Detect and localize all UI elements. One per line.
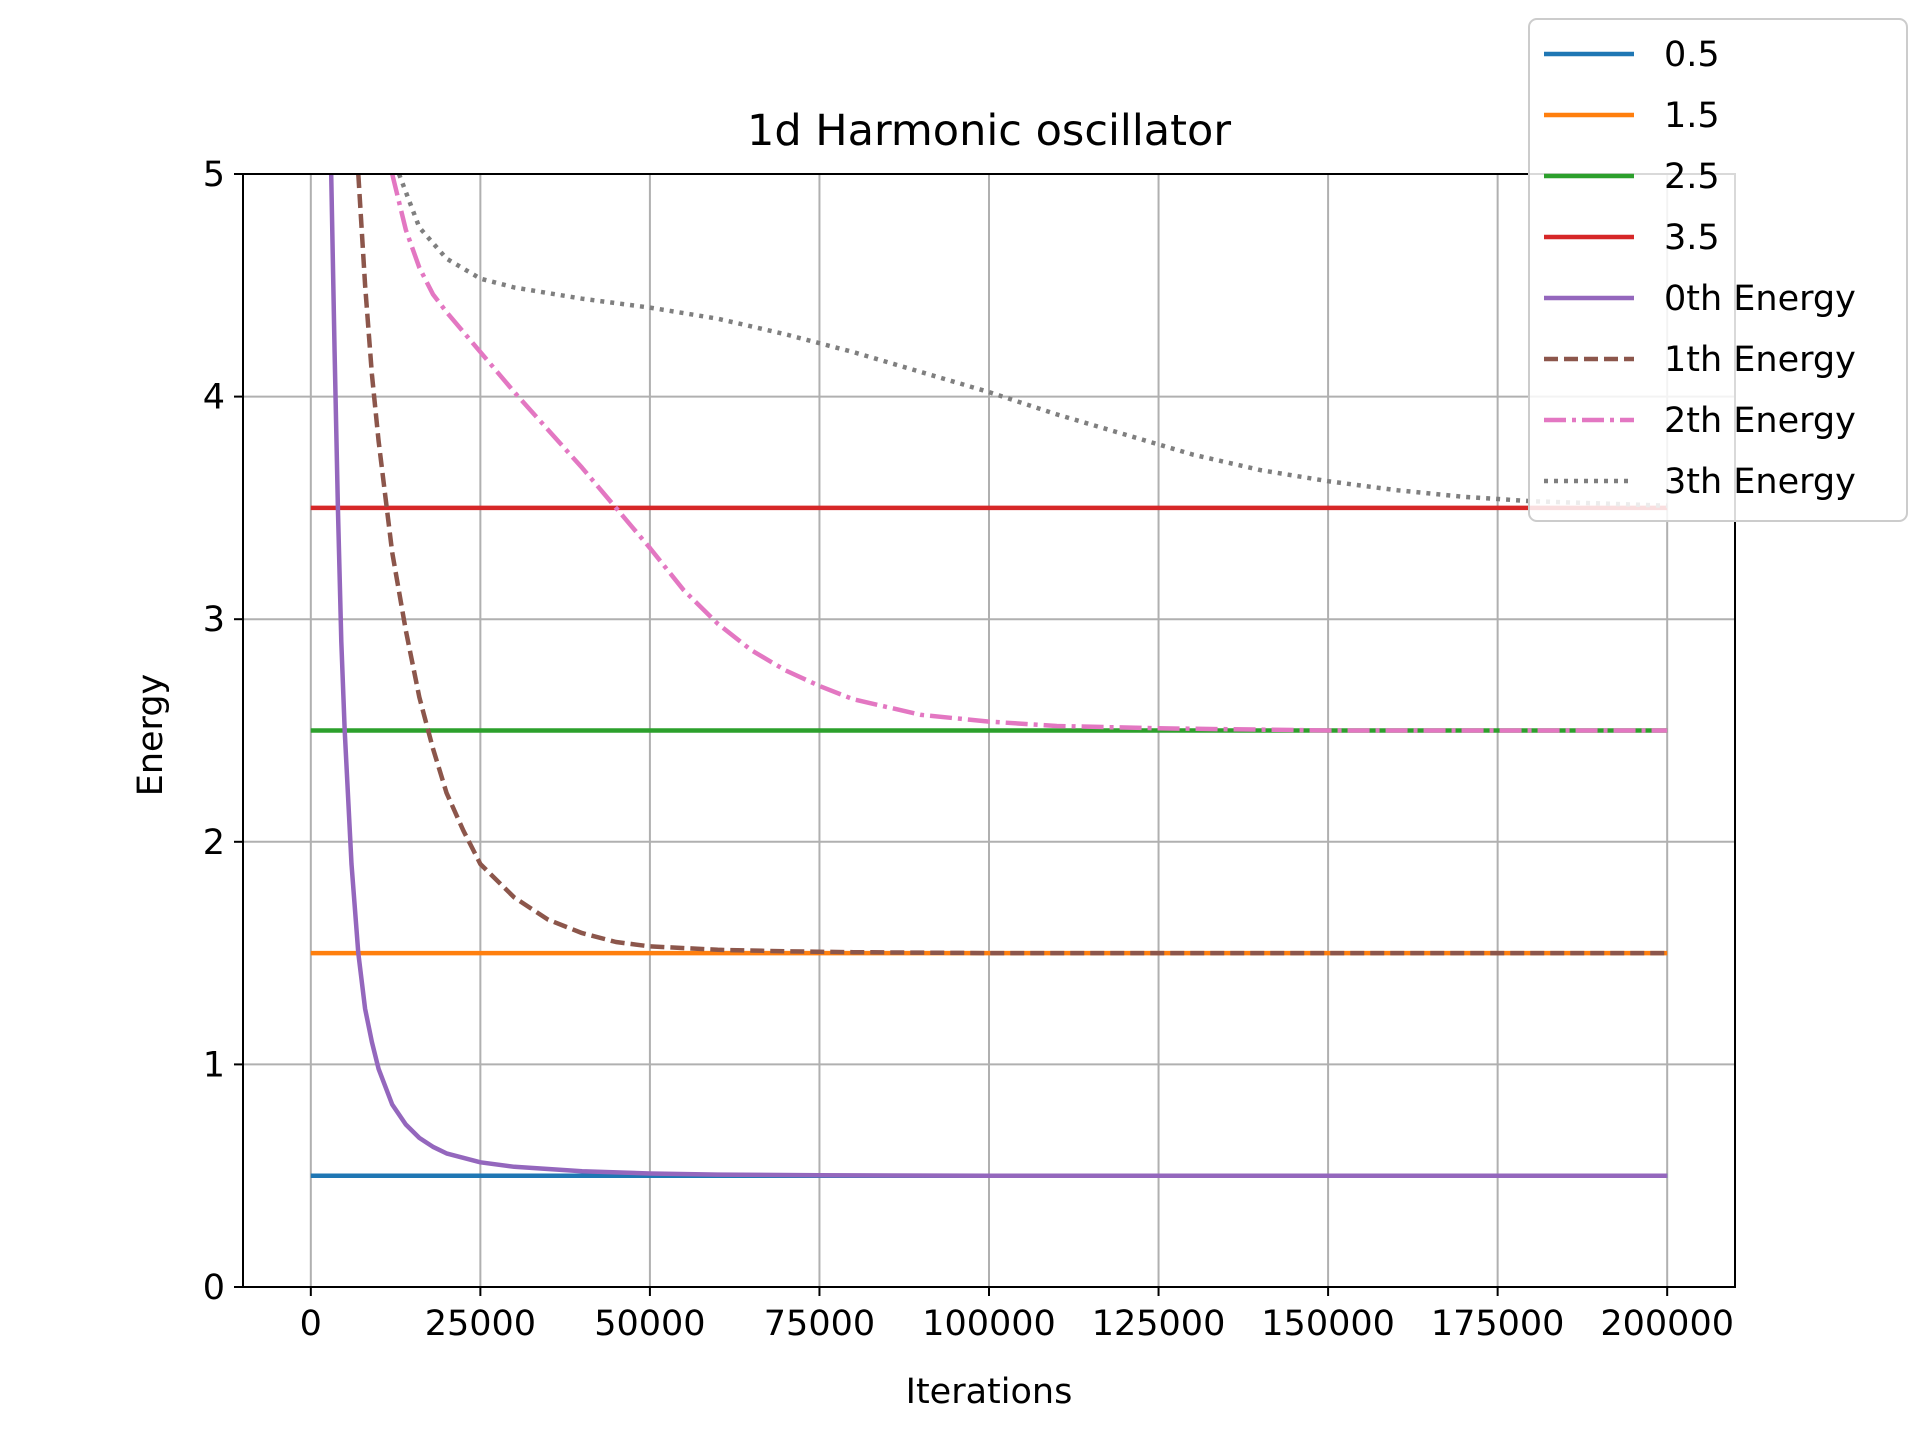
x-tick-label: 0 <box>300 1304 322 1344</box>
legend-label: 0.5 <box>1664 35 1720 75</box>
y-tick-label: 2 <box>203 823 225 863</box>
series-line-6 <box>390 174 1668 733</box>
legend-frame <box>1528 18 1908 522</box>
y-tick-label: 0 <box>203 1268 225 1308</box>
x-tick-label: 200000 <box>1600 1304 1734 1344</box>
series-line-4 <box>328 174 1668 1178</box>
series-line-7 <box>396 174 1668 508</box>
series-line-5 <box>356 174 1668 956</box>
y-axis-ticks: 0 1 2 3 4 5 <box>203 155 243 1308</box>
y-tick-label: 5 <box>203 155 225 195</box>
legend-label: 3th Energy <box>1664 462 1856 502</box>
legend-label: 3.5 <box>1664 218 1720 258</box>
legend: 0.5 1.5 2.5 3.5 0th Energy 1th Energy 2th Ener… <box>1528 18 1908 522</box>
x-tick-label: 125000 <box>1092 1304 1226 1344</box>
y-tick-label: 1 <box>203 1045 225 1085</box>
x-axis-ticks: 0 25000 50000 75000 100000 125000 150000 175000… <box>300 1287 1734 1344</box>
x-tick-label: 150000 <box>1261 1304 1395 1344</box>
y-axis-label: Energy <box>131 674 171 797</box>
y-tick-label: 3 <box>203 600 225 640</box>
chart-title: 1d Harmonic oscillator <box>747 106 1231 156</box>
x-tick-label: 100000 <box>922 1304 1056 1344</box>
y-tick-label: 4 <box>203 378 225 418</box>
x-tick-label: 50000 <box>594 1304 705 1344</box>
x-tick-label: 175000 <box>1431 1304 1565 1344</box>
series-layer <box>310 174 1668 1178</box>
legend-label: 1th Energy <box>1664 340 1856 380</box>
legend-label: 2.5 <box>1664 157 1720 197</box>
x-tick-label: 25000 <box>425 1304 536 1344</box>
legend-label: 0th Energy <box>1664 279 1856 319</box>
x-tick-label: 75000 <box>764 1304 875 1344</box>
legend-label: 2th Energy <box>1664 401 1856 441</box>
x-axis-label: Iterations <box>906 1372 1073 1412</box>
legend-label: 1.5 <box>1664 96 1720 136</box>
